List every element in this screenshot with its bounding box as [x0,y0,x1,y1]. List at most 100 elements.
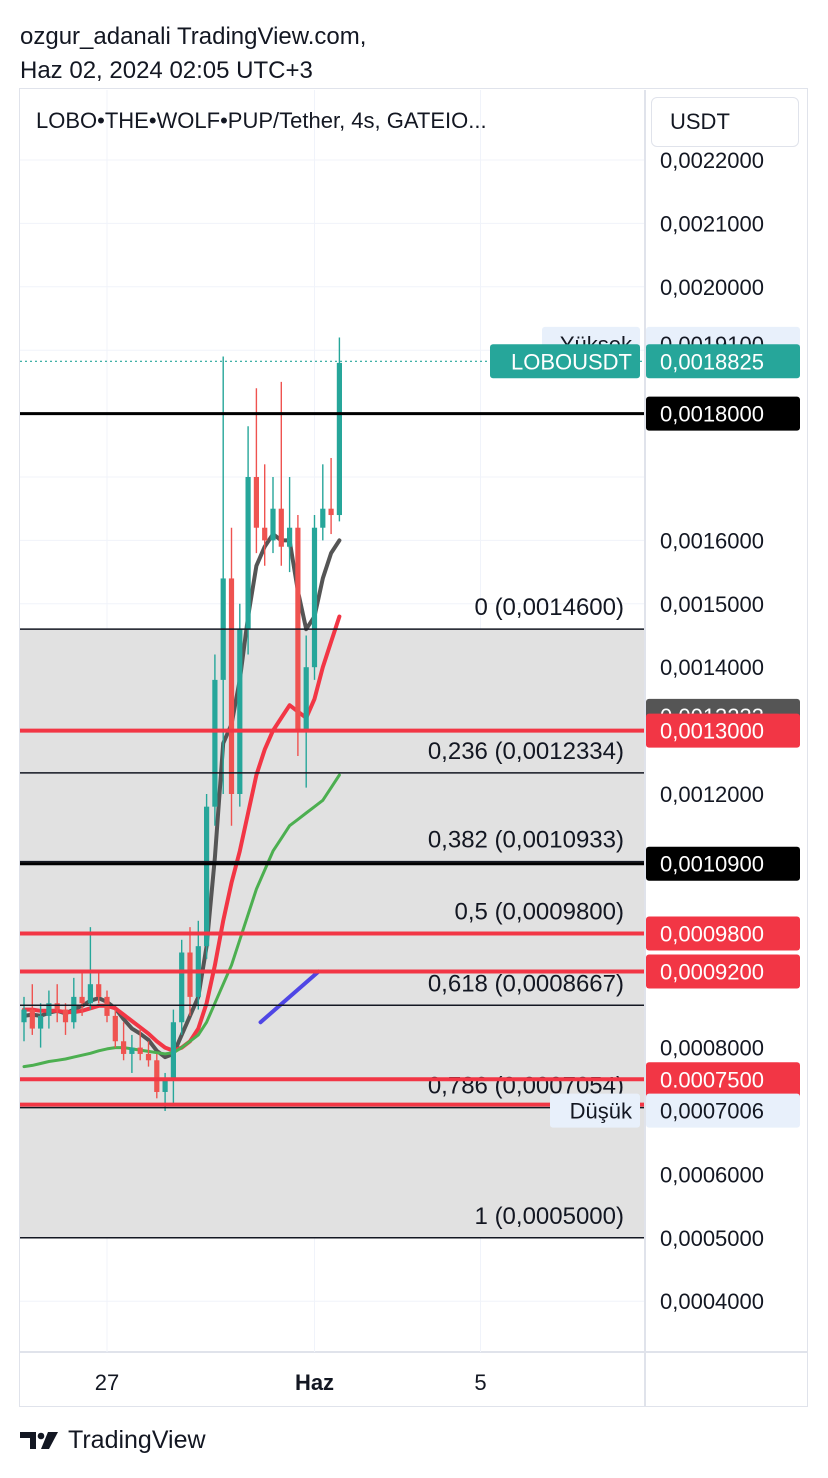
candle [54,984,60,1023]
candle-body [145,1053,152,1061]
candle-body [162,1079,168,1092]
line-price-badge: 0,0009200 [646,954,800,989]
price-tick-label: 0,0005000 [660,1226,764,1251]
candle-body [212,679,218,807]
candle [295,515,301,756]
symbol-price-label: LOBOUSDT [490,344,640,379]
candle [112,1009,118,1048]
candle-body [21,1009,27,1023]
candle-body [46,1003,52,1016]
candle [121,1022,127,1061]
candle-body [54,1003,60,1010]
candle [287,477,293,573]
current-price-badge-text: 0,0018825 [660,349,764,374]
line-price-badge-text: 0,0009800 [660,921,764,946]
line-price-badge-text: 0,0018000 [660,402,764,427]
candle [62,1003,69,1035]
candle [170,1009,176,1105]
fib-level-label: 0,236 (0,0012334) [428,738,624,765]
candle [212,654,218,826]
time-tick-label: 5 [474,1370,486,1395]
time-tick-label: 27 [95,1370,119,1395]
candle [129,1034,135,1073]
current-price-badge: 0,0018825 [646,344,800,379]
line-price-badge-bg [646,954,800,989]
candle [278,381,284,566]
line-price-badge: 0,0013000 [646,713,800,748]
candle-body [71,996,77,1023]
low-label: Düşük [550,1093,640,1128]
candle [311,515,318,680]
fib-level-label: 1 (0,0005000) [475,1203,624,1230]
candle-body [129,1047,135,1054]
candle-body [237,629,243,794]
candle-body [336,362,342,516]
low-price-badge: 0,0007006 [646,1093,800,1128]
candle [154,1053,160,1099]
line-price-badge-text: 0,0009200 [660,960,764,985]
candle-body [228,578,235,794]
candle-body [62,1009,69,1023]
candle-body [287,527,293,547]
candle [303,635,309,788]
candle [38,1003,44,1048]
line-price-badge-bg [646,916,800,951]
price-tick-label: 0,0016000 [660,528,764,553]
price-tick-label: 0,0012000 [660,782,764,807]
candle-body [87,984,93,1004]
candle [253,388,259,554]
low-label-text: Düşük [570,1099,633,1124]
candle-body [245,477,251,630]
candle [270,477,276,554]
candle-body [104,996,110,1016]
candle-body [96,984,102,997]
candle-body [311,527,318,668]
candle [96,971,102,1004]
chart-frame [19,88,808,1407]
line-price-badge: 0,0009800 [646,916,800,951]
currency-selector[interactable]: USDT [651,97,799,147]
symbol-title[interactable]: LOBO•THE•WOLF•PUP/Tether, 4s, GATEIO... [36,108,487,133]
candle-body [179,952,185,1023]
candle [228,527,235,826]
line-price-badge: 0,0018000 [646,396,800,431]
fib-level-label: 0,5 (0,0009800) [455,898,624,925]
candle [328,457,334,535]
candle [87,927,93,1010]
fib-level-label: 0,382 (0,0010933) [428,827,624,854]
attribution-author: ozgur_adanali TradingView.com, [20,23,367,50]
line-price-badge-text: 0,0013000 [660,719,764,744]
candle [245,426,251,655]
candle-body [204,806,210,947]
candle [46,990,52,1029]
current-price-badge-bg [646,344,800,379]
tradingview-logo-icon [20,1431,58,1449]
chart-attribution: ozgur_adanali TradingView.com, Haz 02, 2… [20,20,366,88]
candle-body [137,1047,143,1054]
candle-body [253,477,259,528]
price-tick-label: 0,0004000 [660,1289,764,1314]
symbol-price-label-text: LOBOUSDT [511,349,632,374]
candle [145,1041,152,1067]
price-tick-label: 0,0021000 [660,211,764,236]
trend-line [258,969,321,1025]
line-price-badge: 0,0010900 [646,846,800,881]
line-price-badge-text: 0,0010900 [660,852,764,877]
moving-average-line [22,773,341,1069]
candle [204,794,210,959]
candle [21,996,27,1042]
candle [336,337,342,522]
candle [29,984,35,1035]
tradingview-brand: TradingView [20,1426,206,1455]
candle-body [121,1041,127,1054]
candle-body [38,1015,44,1029]
candle-body [270,508,276,541]
candle-body [320,508,326,528]
line-price-badge-bg [646,846,800,881]
low-label-bg [550,1093,640,1128]
candle [262,464,268,566]
candle-body [29,1009,35,1029]
candle-body [187,952,193,997]
candle [79,971,85,1016]
